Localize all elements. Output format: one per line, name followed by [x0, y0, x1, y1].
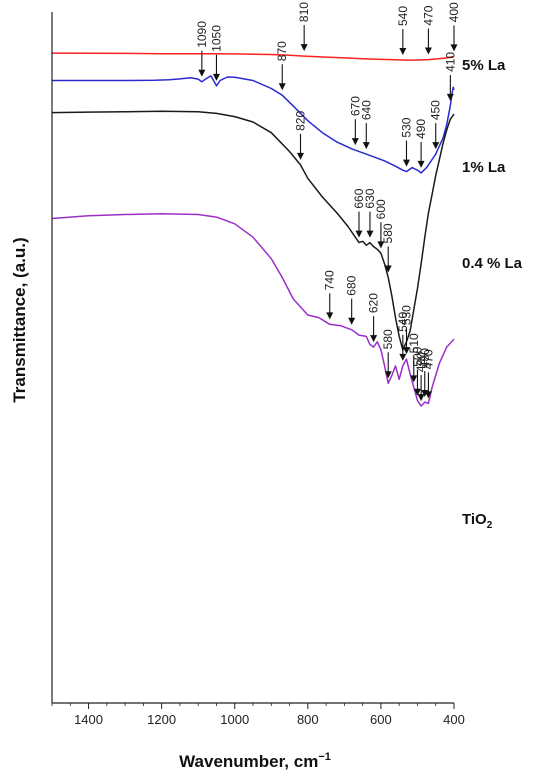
series-label-1-la: 1% La — [462, 159, 506, 176]
peak-marker: 870 — [275, 41, 289, 91]
peak-label: 490 — [414, 119, 428, 139]
peak-label: 540 — [396, 312, 410, 332]
peak-label: 820 — [294, 111, 308, 131]
x-tick-label: 400 — [443, 712, 465, 727]
peak-label: 600 — [374, 199, 388, 219]
peak-label: 470 — [421, 349, 435, 369]
x-tick-label: 1000 — [220, 712, 249, 727]
series-label-0-4-la: 0.4 % La — [462, 255, 523, 272]
peak-marker: 490 — [414, 119, 428, 168]
peak-marker: 500 — [410, 346, 424, 396]
peak-label: 670 — [348, 96, 362, 116]
peak-marker: 410 — [443, 52, 457, 101]
peak-label: 540 — [396, 6, 410, 26]
peak-marker: 400 — [447, 2, 461, 52]
peak-marker: 740 — [323, 270, 337, 320]
peak-marker: 1090 — [195, 21, 209, 77]
peak-label: 530 — [399, 117, 413, 137]
series-labels: 5% La 1% La 0.4 % La TiO2 — [462, 57, 523, 531]
peak-marker: 670 — [348, 96, 362, 146]
x-axis: 1400 1200 1000 800 600 400 — [51, 12, 465, 727]
peak-label: 580 — [381, 223, 395, 243]
peak-marker: 490 — [414, 352, 428, 402]
peak-label: 480 — [418, 348, 432, 368]
peak-marker: 540 — [396, 6, 410, 56]
peak-label: 870 — [275, 41, 289, 61]
x-tick-label: 1400 — [74, 712, 103, 727]
peak-marker: 470 — [421, 349, 435, 399]
series-line-tio2 — [51, 212, 455, 407]
peak-label: 510 — [407, 333, 421, 353]
peak-label: 630 — [363, 188, 377, 208]
peak-marker: 580 — [381, 329, 395, 379]
peak-marker: 450 — [429, 100, 443, 150]
peak-marker: 1050 — [209, 25, 223, 81]
peak-label: 740 — [323, 270, 337, 290]
series-line-1-la — [52, 75, 455, 174]
series-line-0-4-la — [51, 110, 455, 351]
peak-marker: 620 — [367, 293, 381, 343]
peak-label: 400 — [447, 2, 461, 22]
x-tick-label: 800 — [297, 712, 319, 727]
peak-label: 580 — [381, 329, 395, 349]
peak-marker: 640 — [359, 100, 373, 150]
series-line-5-la — [51, 52, 455, 61]
plot-area — [51, 52, 455, 407]
peak-label: 810 — [297, 2, 311, 22]
x-axis-title: Wavenumber, cm−1 — [179, 751, 331, 771]
peak-marker: 580 — [381, 223, 395, 273]
peak-label: 410 — [443, 52, 457, 72]
series-label-tio2: TiO2 — [462, 511, 493, 531]
peak-label: 450 — [429, 100, 443, 120]
peak-marker: 820 — [294, 111, 308, 160]
peak-marker: 810 — [297, 2, 311, 52]
peak-marker: 530 — [399, 117, 413, 167]
peak-label: 620 — [367, 293, 381, 313]
peak-marker: 540 — [396, 312, 410, 361]
peak-marker: 680 — [345, 275, 359, 325]
x-axis-title-text: Wavenumber, cm — [179, 752, 318, 771]
x-axis-title-unit-sup: −1 — [318, 751, 331, 763]
peak-marker: 510 — [407, 333, 421, 383]
peak-marker: 630 — [363, 188, 377, 238]
series-label-5-la: 5% La — [462, 57, 506, 74]
x-tick-label: 1200 — [147, 712, 176, 727]
peak-label: 660 — [352, 188, 366, 208]
peak-label: 680 — [345, 275, 359, 295]
peak-label: 640 — [359, 100, 373, 120]
y-axis-title: Transmittance, (a.u.) — [10, 237, 29, 402]
peak-marker: 600 — [374, 199, 388, 249]
peak-label: 1090 — [195, 21, 209, 48]
peak-label: 490 — [414, 352, 428, 372]
x-tick-label: 600 — [370, 712, 392, 727]
peak-label: 470 — [421, 5, 435, 25]
peak-marker: 530 — [399, 305, 413, 355]
peak-marker: 660 — [352, 188, 366, 238]
peak-label: 1050 — [209, 25, 223, 52]
peak-label: 530 — [399, 305, 413, 325]
peak-label: 500 — [410, 346, 424, 366]
peak-marker: 470 — [421, 5, 435, 55]
